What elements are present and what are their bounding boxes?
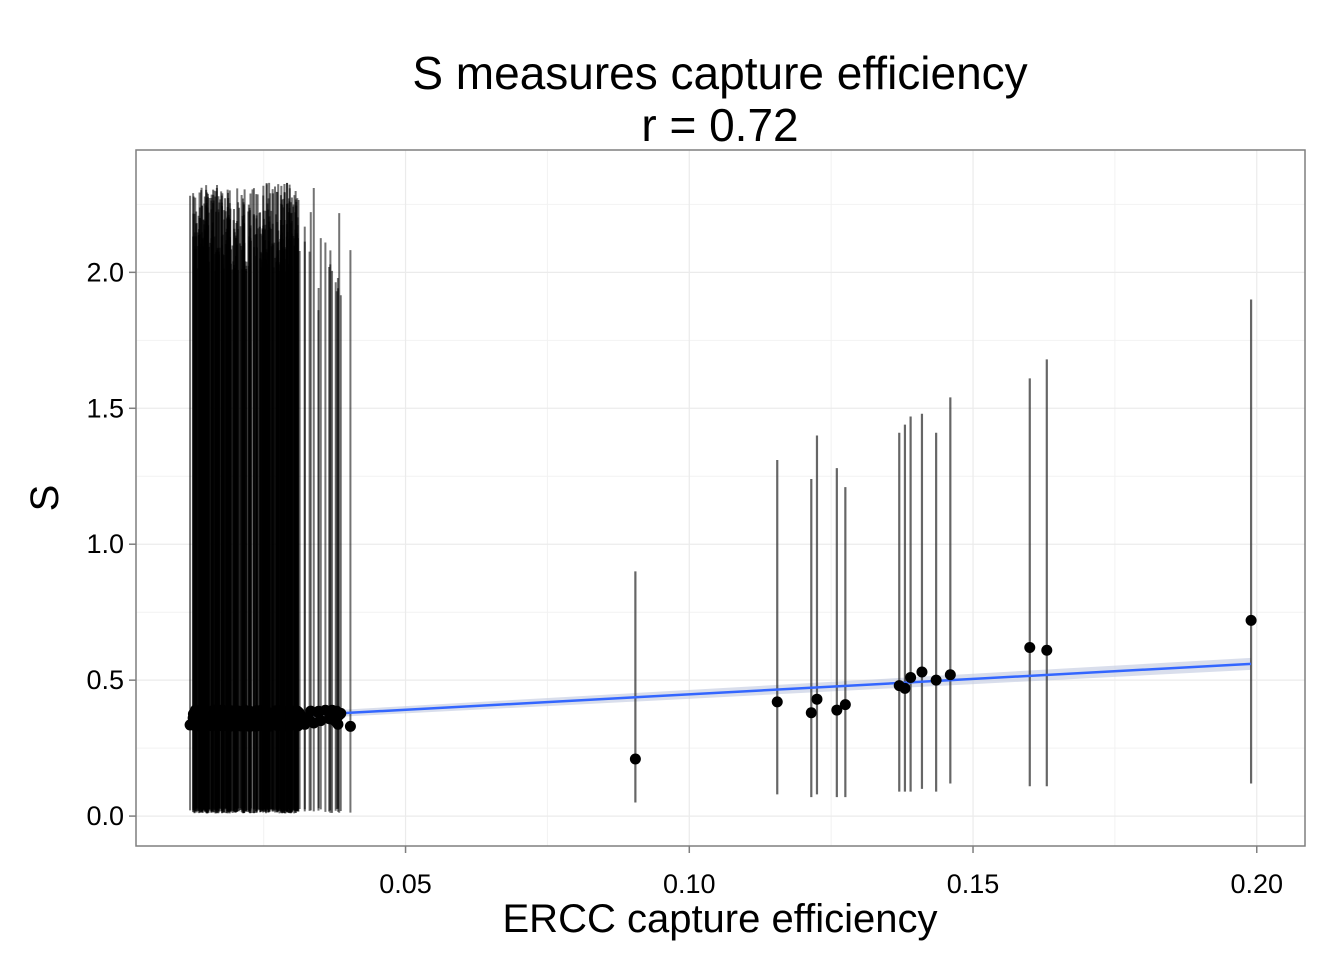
data-point <box>811 693 823 705</box>
data-point <box>1024 642 1036 654</box>
data-point <box>899 682 911 694</box>
data-point <box>222 719 234 731</box>
data-point <box>944 669 956 681</box>
plot-panel <box>135 149 1306 847</box>
data-point <box>261 714 273 726</box>
data-point <box>771 696 783 708</box>
regression-line <box>189 662 1252 723</box>
x-tick-label: 0.20 <box>1230 869 1283 899</box>
y-axis: 0.0 0.5 1.0 1.5 2.0 <box>86 257 136 831</box>
data-point <box>212 712 224 724</box>
x-axis-label: ERCC capture efficiency <box>503 897 938 941</box>
data-point <box>930 674 942 686</box>
data-point <box>323 713 335 725</box>
data-point <box>905 671 917 683</box>
x-tick-label: 0.05 <box>379 869 432 899</box>
data-point <box>916 666 928 678</box>
y-tick-label: 0.5 <box>86 665 124 695</box>
x-tick-label: 0.15 <box>947 869 1000 899</box>
data-point <box>1041 644 1053 656</box>
data-point <box>238 715 250 727</box>
data-point <box>273 707 285 719</box>
y-axis-label: S <box>23 485 67 512</box>
chart-subtitle: r = 0.72 <box>641 99 798 151</box>
data-point <box>831 704 843 716</box>
data-point <box>201 706 213 718</box>
data-point <box>285 718 297 730</box>
data-point <box>333 709 345 721</box>
data-point <box>805 707 817 719</box>
data-point <box>287 708 299 720</box>
data-point <box>187 718 199 730</box>
data-points <box>184 614 1257 765</box>
data-point <box>315 715 327 727</box>
x-tick-label: 0.10 <box>663 869 716 899</box>
data-point <box>252 709 264 721</box>
data-point <box>629 753 641 765</box>
data-point <box>202 716 214 728</box>
y-tick-label: 2.0 <box>86 257 124 287</box>
y-tick-label: 0.0 <box>86 801 124 831</box>
y-tick-label: 1.5 <box>86 393 124 423</box>
data-point <box>839 699 851 711</box>
y-tick-label: 1.0 <box>86 529 124 559</box>
x-axis: 0.05 0.10 0.15 0.20 <box>379 846 1283 899</box>
panel-border <box>135 149 1306 847</box>
chart-title: S measures capture efficiency <box>412 47 1027 99</box>
data-point <box>344 720 356 732</box>
data-point <box>1245 614 1257 626</box>
fit-line <box>189 662 1252 723</box>
